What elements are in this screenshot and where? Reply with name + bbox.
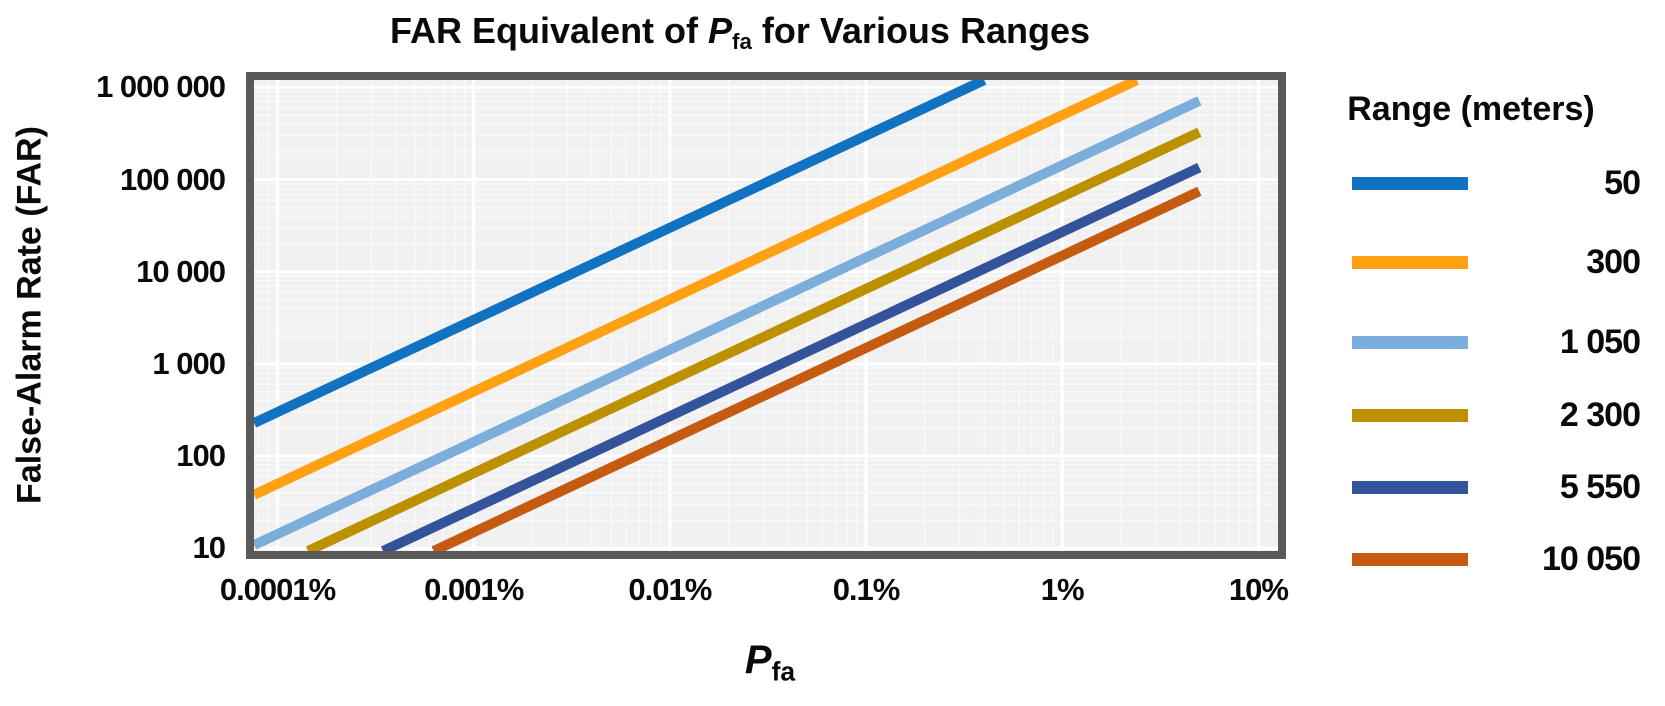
legend-label: 5 550 [1559,468,1641,506]
series-line-10050 [431,186,1202,551]
legend-label: 300 [1586,243,1641,281]
x-tick-label: 10% [1228,572,1289,607]
y-tick-label: 100 000 [119,161,226,197]
x-tick-label: 0.1% [832,572,901,607]
y-tick-label: 1 000 [152,345,226,381]
legend-item-50: 50 [1290,160,1652,206]
legend-item-10050: 10 050 [1290,536,1652,582]
legend-item-2300: 2 300 [1290,392,1652,438]
legend-label: 50 [1604,164,1641,202]
x-tick-label: 0.001% [424,572,524,607]
chart-title-prefix: FAR Equivalent of [390,10,709,51]
plot-border [246,72,1286,559]
legend-swatch-icon [1352,336,1468,349]
x-tick-label: 1% [1040,572,1085,607]
legend-swatch-icon [1352,177,1468,190]
chart-title-suffix: for Various Ranges [751,10,1090,51]
legend: Range (meters) 50 300 1 050 2 300 5 550 10 05… [1290,80,1652,600]
legend-swatch-icon [1352,481,1468,494]
series-line-2300 [305,127,1202,551]
y-tick-label: 100 [176,438,226,474]
series-line-300 [254,80,1139,500]
x-tick-label: 0.01% [628,572,712,607]
x-axis-title: Pfa [690,638,850,687]
series-line-5550 [380,163,1202,551]
legend-swatch-icon [1352,553,1468,566]
y-tick-label: 1 000 000 [96,69,226,105]
x-axis-variable: P [744,638,772,682]
legend-item-5550: 5 550 [1290,464,1652,510]
legend-title: Range (meters) [1347,90,1595,128]
legend-item-300: 300 [1290,239,1652,285]
legend-label: 1 050 [1559,323,1641,361]
chart-title-variable: P [708,10,733,51]
legend-swatch-icon [1352,256,1468,269]
legend-item-1050: 1 050 [1290,319,1652,365]
legend-label: 10 050 [1542,540,1641,578]
legend-label: 2 300 [1559,396,1641,434]
series-line-50 [254,80,987,428]
y-tick-label: 10 000 [136,253,226,289]
legend-swatch-icon [1352,409,1468,422]
x-tick-label: 0.0001% [219,572,336,607]
x-axis-subscript: fa [771,656,796,687]
chart-title-subscript: fa [732,29,752,55]
series-line-1050 [254,96,1202,550]
y-tick-label: 10 [192,530,226,566]
chart-title: FAR Equivalent of Pfa for Various Ranges [200,10,1280,55]
plot-background [254,80,1278,551]
